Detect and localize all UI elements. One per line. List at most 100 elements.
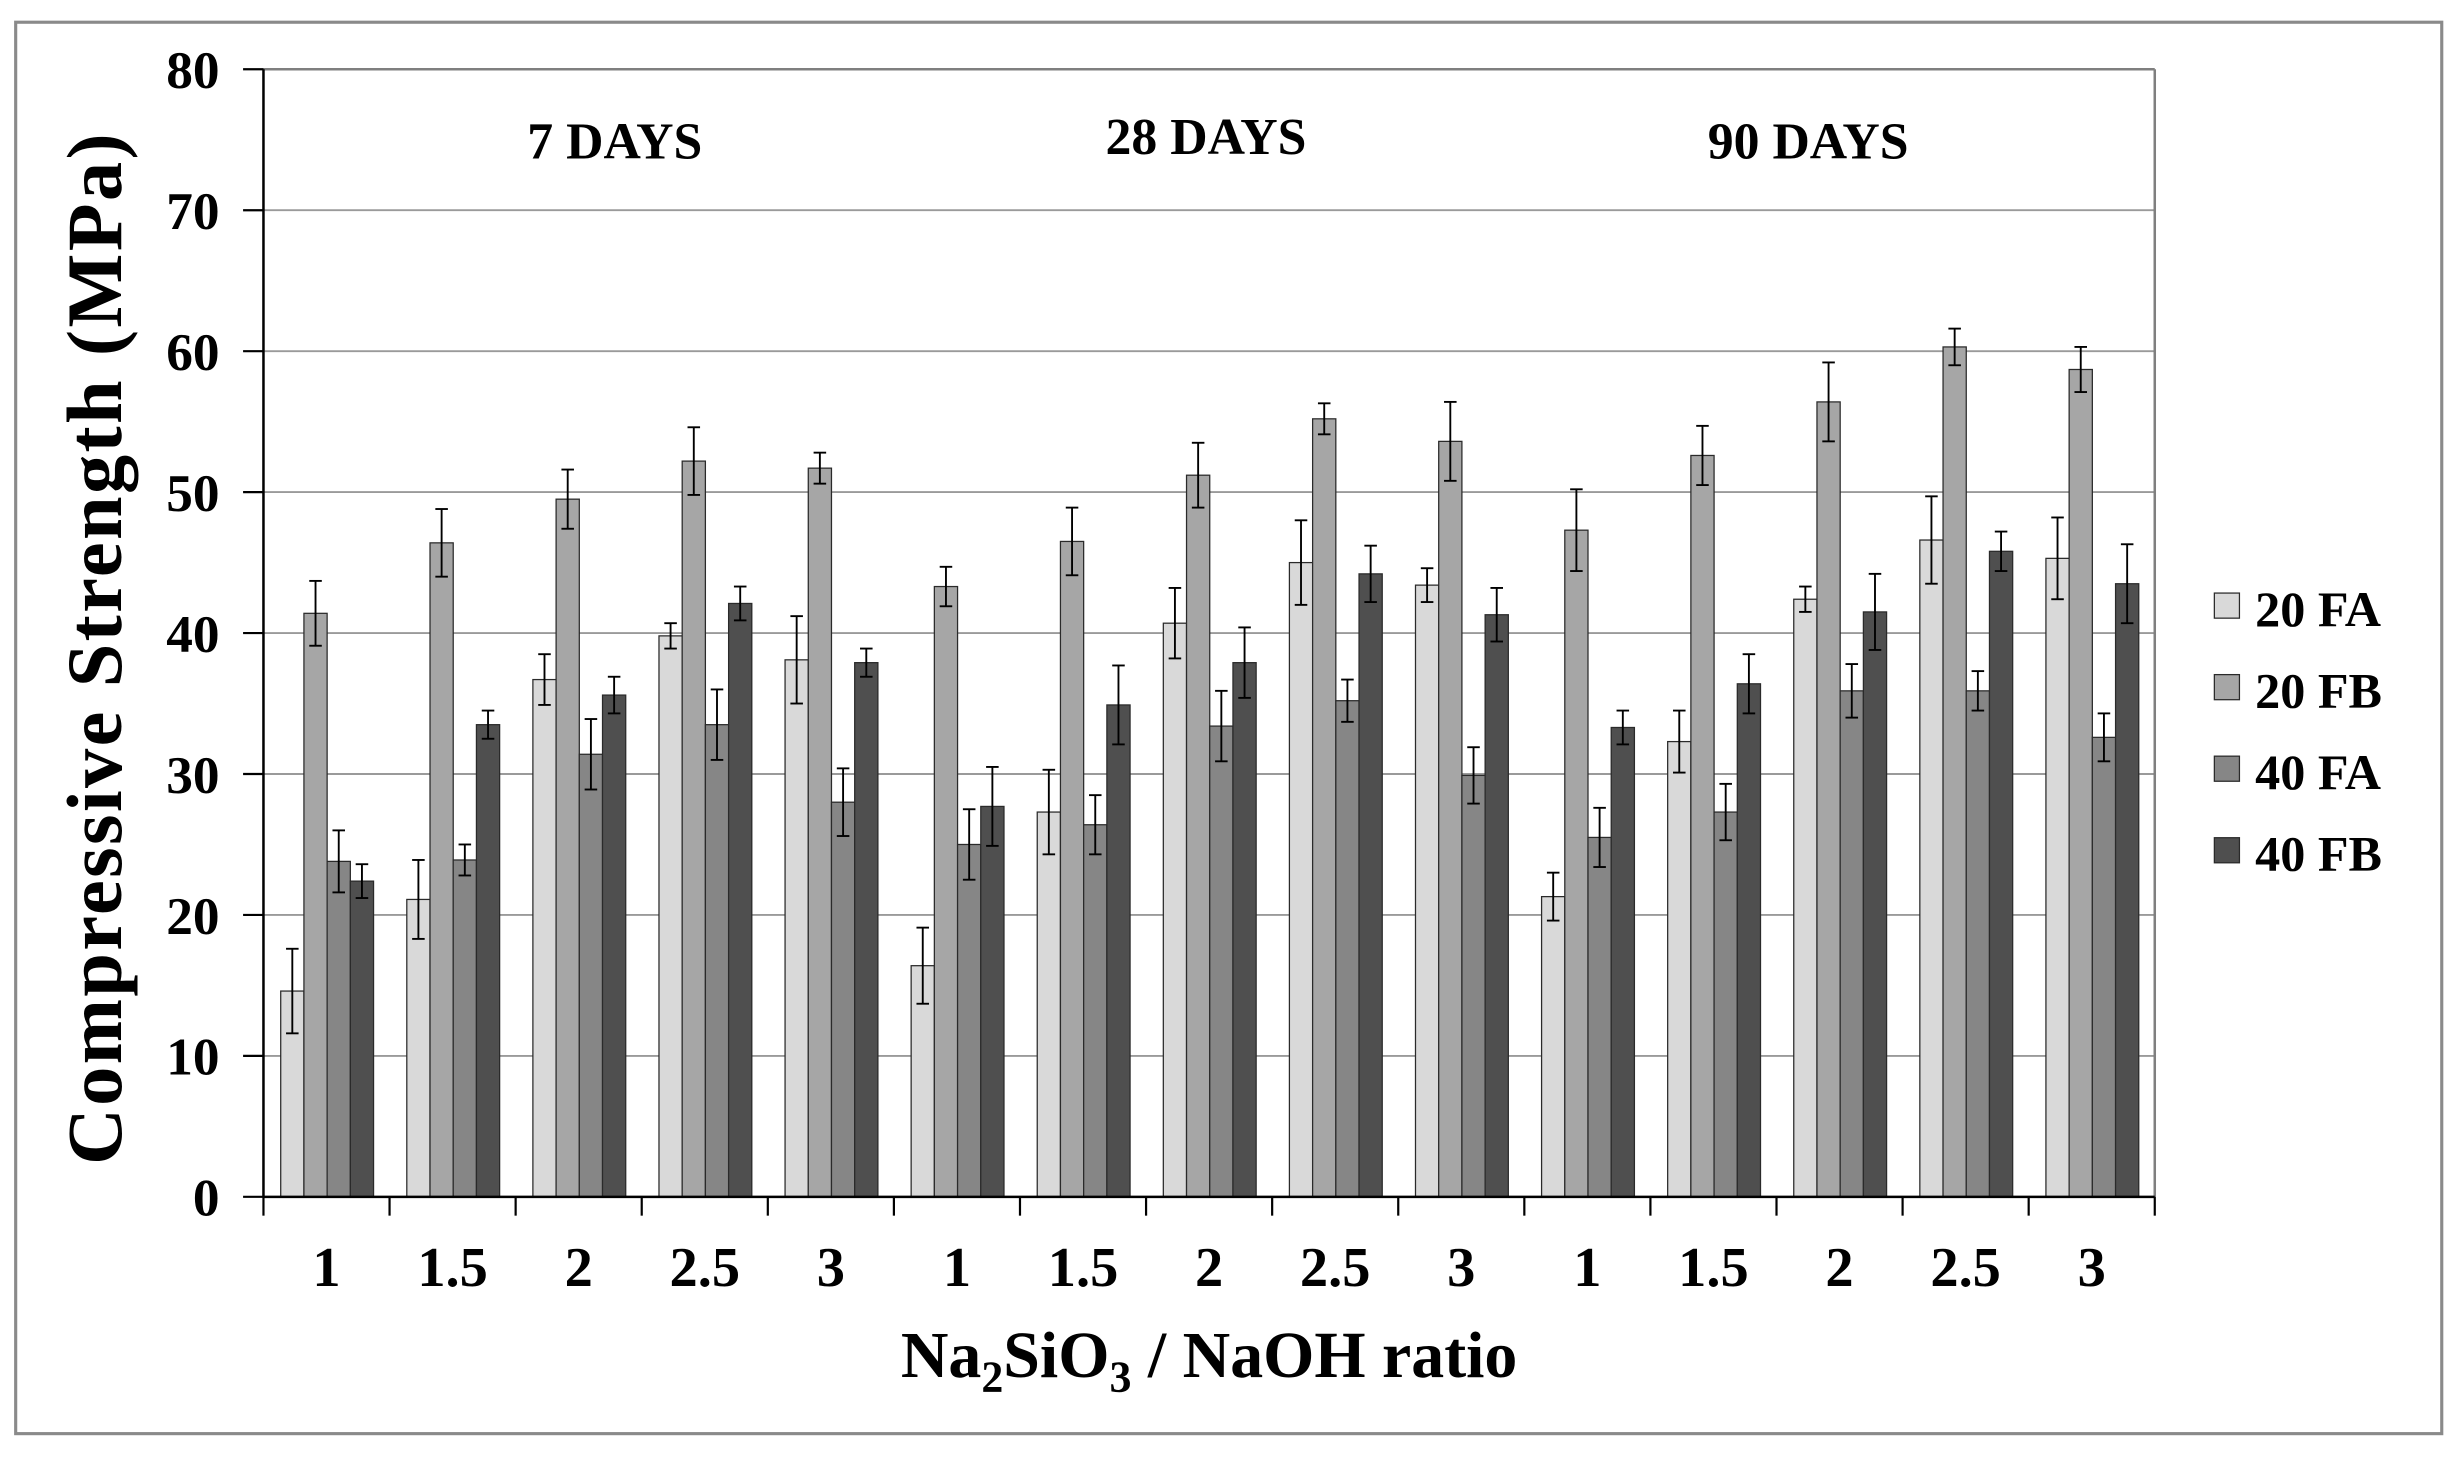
error-bar bbox=[1742, 653, 1756, 715]
error-bar bbox=[481, 709, 495, 740]
y-tick-label: 40 bbox=[166, 604, 219, 664]
bar bbox=[1610, 726, 1636, 1198]
error-bar bbox=[1168, 587, 1182, 660]
bar bbox=[555, 498, 580, 1198]
error-bar bbox=[664, 622, 677, 650]
bar bbox=[1862, 611, 1888, 1198]
error-bar bbox=[2097, 712, 2111, 763]
bar bbox=[429, 542, 454, 1198]
bar bbox=[1414, 584, 1440, 1198]
error-bar bbox=[332, 829, 346, 894]
x-tick-label: 2 bbox=[1825, 1237, 1853, 1299]
bar bbox=[1919, 539, 1944, 1198]
bar bbox=[1942, 346, 1967, 1198]
y-tick-label: 10 bbox=[166, 1027, 219, 1087]
error-bar bbox=[710, 688, 724, 761]
error-bar bbox=[1467, 746, 1480, 805]
error-bar bbox=[607, 675, 621, 715]
legend-swatch bbox=[2213, 755, 2241, 782]
error-bar bbox=[309, 579, 322, 647]
error-bar bbox=[1925, 495, 1938, 585]
x-tick-label: 2.5 bbox=[669, 1237, 740, 1299]
bar bbox=[1484, 614, 1509, 1198]
bar bbox=[349, 880, 375, 1198]
legend-item: 40 FA bbox=[2213, 744, 2381, 800]
x-tick-label: 3 bbox=[2078, 1237, 2106, 1299]
bar bbox=[2091, 736, 2117, 1198]
bar bbox=[681, 460, 707, 1198]
bar bbox=[1232, 662, 1257, 1198]
bar bbox=[956, 843, 982, 1198]
legend-label: 40 FB bbox=[2255, 826, 2382, 882]
bar bbox=[658, 635, 683, 1198]
error-bar bbox=[1593, 806, 1606, 868]
bar bbox=[1736, 683, 1762, 1198]
error-bar bbox=[860, 647, 873, 678]
period-label: 7 DAYS bbox=[527, 114, 702, 171]
bar bbox=[475, 724, 501, 1198]
error-bar bbox=[687, 426, 701, 496]
bar bbox=[727, 602, 753, 1198]
bar bbox=[933, 585, 959, 1198]
series-40-fa bbox=[326, 663, 2117, 1198]
bar bbox=[1690, 454, 1715, 1198]
error-bar bbox=[1215, 689, 1228, 763]
error-bar bbox=[1822, 361, 1835, 443]
error-bar bbox=[1238, 626, 1251, 699]
x-axis-title: Na2SiO3 / NaOH ratio bbox=[901, 1319, 1518, 1401]
bar bbox=[2068, 368, 2093, 1198]
x-axis-title-part: / NaOH ratio bbox=[1131, 1319, 1517, 1392]
bar bbox=[854, 662, 879, 1198]
error-bar bbox=[1868, 572, 1882, 651]
y-tick-label: 30 bbox=[166, 745, 219, 805]
x-tick-label: 1.5 bbox=[417, 1237, 488, 1299]
legend-swatch bbox=[2213, 673, 2241, 701]
error-bar bbox=[790, 615, 803, 705]
error-bar bbox=[1364, 544, 1377, 603]
bar bbox=[1988, 550, 2014, 1198]
bar bbox=[1311, 418, 1337, 1198]
bar bbox=[1106, 704, 1131, 1198]
legend-item: 40 FB bbox=[2213, 826, 2382, 882]
y-tick-label: 70 bbox=[166, 181, 219, 241]
bar bbox=[1839, 690, 1865, 1198]
y-tick-label: 0 bbox=[193, 1168, 220, 1228]
x-axis-title-part: SiO bbox=[1003, 1319, 1109, 1392]
error-bar bbox=[412, 859, 425, 940]
error-bar bbox=[1112, 664, 1125, 746]
error-bar bbox=[733, 585, 747, 622]
error-bar bbox=[538, 653, 551, 706]
error-bar bbox=[1420, 567, 1434, 603]
y-tick-label: 20 bbox=[166, 886, 219, 946]
bar bbox=[1564, 529, 1589, 1198]
x-tick-label: 1 bbox=[943, 1237, 971, 1299]
error-bar bbox=[1191, 441, 1205, 509]
bar bbox=[1288, 561, 1314, 1198]
bar bbox=[578, 753, 604, 1198]
error-bar bbox=[584, 718, 598, 791]
bar bbox=[601, 694, 627, 1198]
bar bbox=[830, 801, 856, 1198]
bar bbox=[1587, 836, 1612, 1198]
period-label: 28 DAYS bbox=[1106, 109, 1307, 166]
error-bar bbox=[1490, 587, 1504, 643]
legend-label: 20 FB bbox=[2255, 663, 2382, 719]
error-bar bbox=[2120, 543, 2134, 625]
bar bbox=[326, 860, 351, 1198]
bar bbox=[303, 612, 328, 1198]
x-tick-label: 1.5 bbox=[1048, 1237, 1119, 1299]
error-bar bbox=[1317, 402, 1331, 436]
x-axis-title-subscript: 3 bbox=[1109, 1353, 1131, 1401]
y-tick-label: 80 bbox=[166, 40, 219, 100]
error-bar bbox=[355, 863, 369, 899]
legend: 20 FA 20 FB 40 FA 40 FB bbox=[2213, 581, 2382, 882]
error-bar bbox=[2051, 516, 2064, 601]
series-40-fb bbox=[349, 530, 2140, 1198]
legend-item: 20 FA bbox=[2213, 581, 2381, 637]
error-bar bbox=[1616, 709, 1630, 746]
error-bar bbox=[1444, 400, 1457, 482]
legend-item: 20 FB bbox=[2213, 663, 2382, 719]
x-tick-label: 3 bbox=[1447, 1237, 1475, 1299]
bar bbox=[1358, 573, 1383, 1198]
